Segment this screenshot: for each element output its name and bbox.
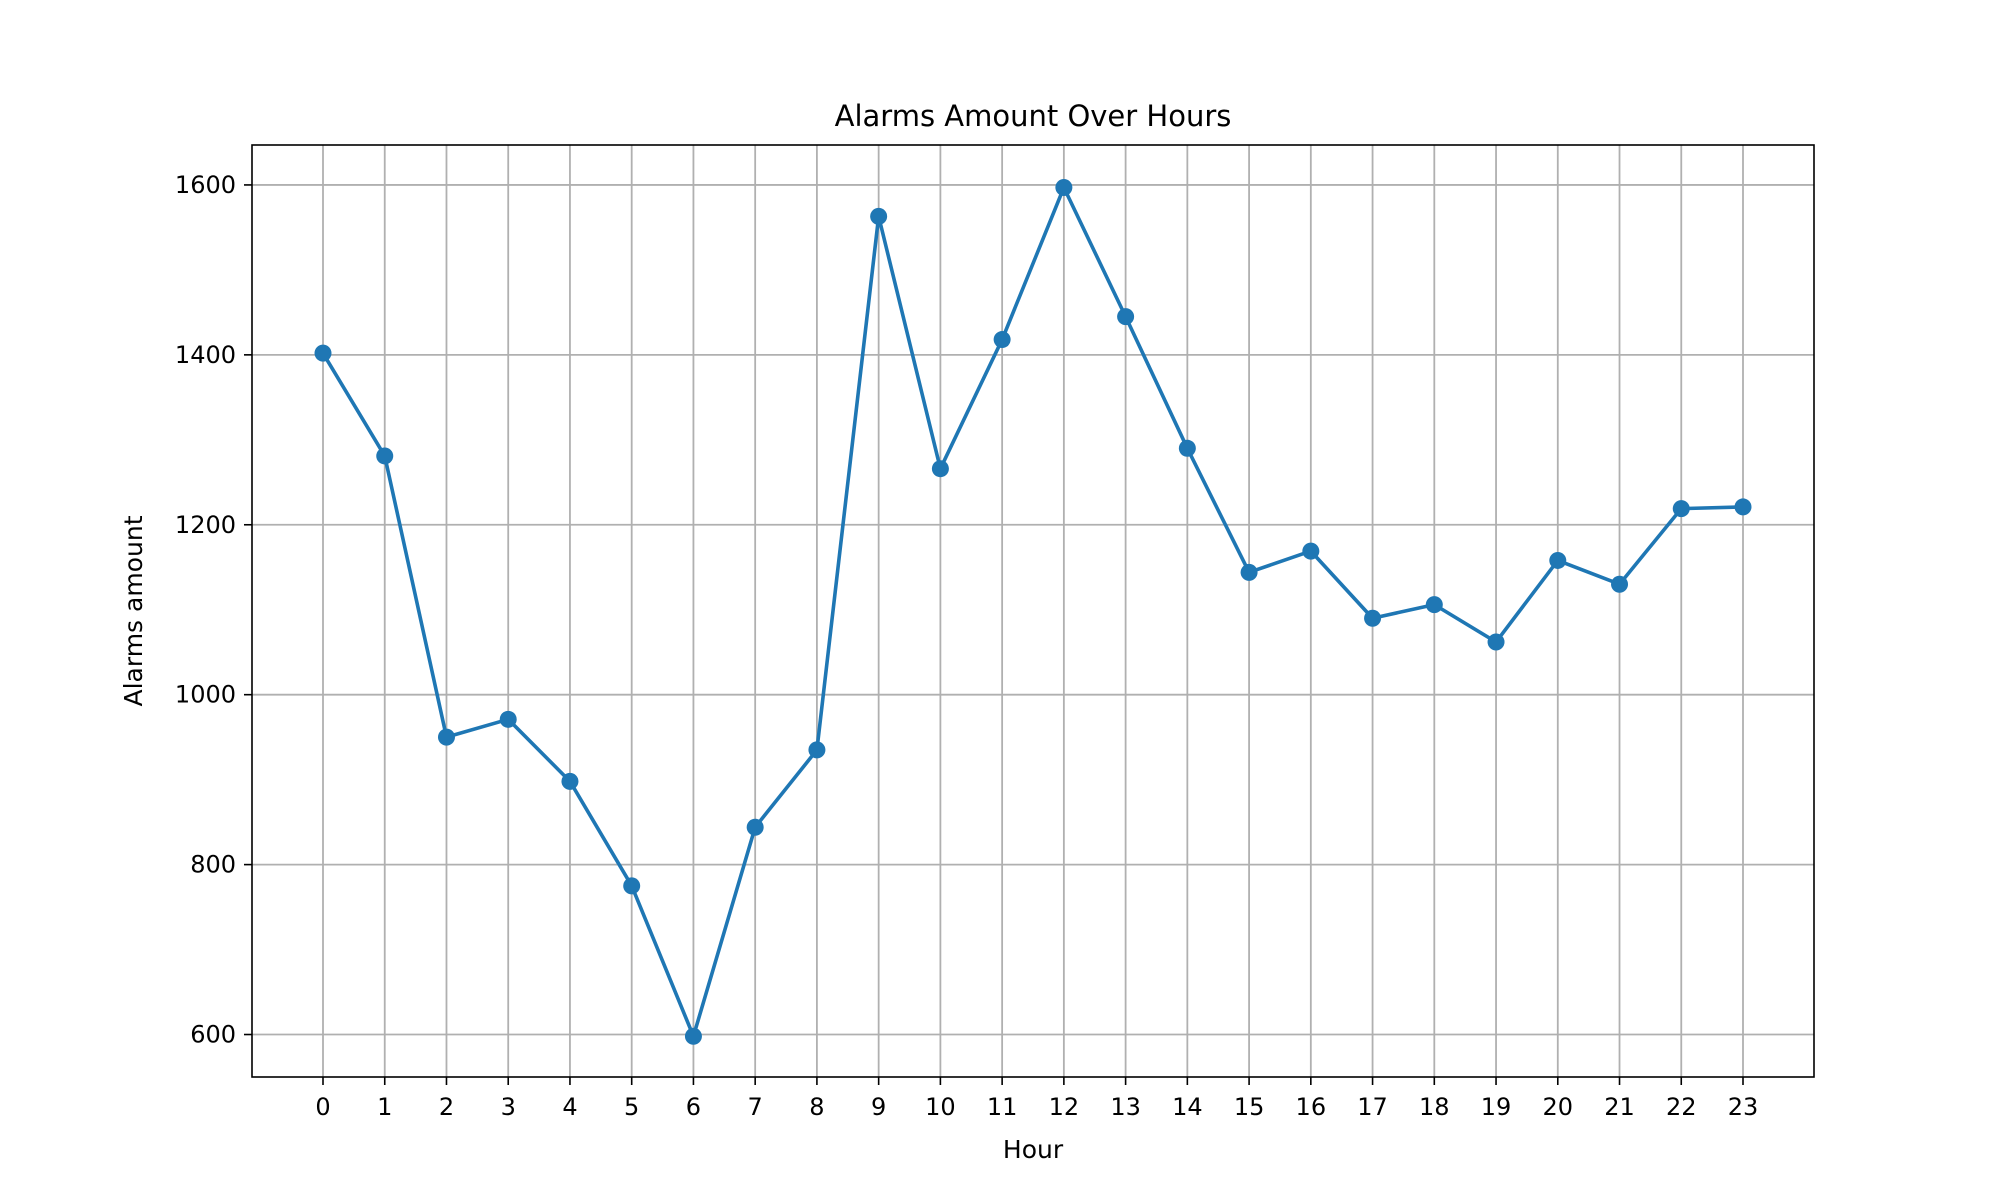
x-tick-label: 1 bbox=[377, 1093, 392, 1121]
data-point-hour-13 bbox=[1117, 308, 1135, 326]
data-series bbox=[314, 178, 1752, 1045]
data-point-hour-3 bbox=[499, 710, 517, 728]
x-tick-label: 9 bbox=[871, 1093, 886, 1121]
x-tick-label: 10 bbox=[925, 1093, 956, 1121]
x-tick-label: 18 bbox=[1419, 1093, 1450, 1121]
data-point-hour-20 bbox=[1549, 551, 1567, 569]
x-tick-label: 19 bbox=[1481, 1093, 1512, 1121]
x-tick-label: 3 bbox=[501, 1093, 516, 1121]
data-point-hour-17 bbox=[1364, 609, 1382, 627]
data-point-hour-21 bbox=[1611, 575, 1629, 593]
data-point-hour-1 bbox=[376, 447, 394, 465]
x-axis-label: Hour bbox=[1003, 1135, 1064, 1164]
data-point-hour-11 bbox=[993, 331, 1011, 349]
x-tick-label: 15 bbox=[1234, 1093, 1265, 1121]
y-tick-label: 800 bbox=[190, 851, 236, 879]
data-point-hour-4 bbox=[561, 772, 579, 790]
x-tick-label: 8 bbox=[809, 1093, 824, 1121]
x-tick-label: 12 bbox=[1049, 1093, 1080, 1121]
data-point-hour-16 bbox=[1302, 542, 1320, 560]
series-line bbox=[321, 185, 1745, 1039]
data-point-hour-5 bbox=[623, 877, 641, 895]
data-point-hour-12 bbox=[1055, 178, 1073, 196]
y-tick-label: 1400 bbox=[175, 341, 236, 369]
x-tick-label: 0 bbox=[315, 1093, 330, 1121]
plot-area-frame bbox=[251, 144, 1815, 1078]
x-tick-label: 23 bbox=[1728, 1093, 1759, 1121]
data-point-hour-7 bbox=[746, 818, 764, 836]
x-tick-label: 14 bbox=[1172, 1093, 1203, 1121]
y-tick-label: 1600 bbox=[175, 171, 236, 199]
x-tick-label: 22 bbox=[1666, 1093, 1697, 1121]
data-point-hour-2 bbox=[437, 728, 455, 746]
data-point-hour-8 bbox=[808, 741, 826, 759]
x-tick-label: 20 bbox=[1543, 1093, 1574, 1121]
x-tick-label: 7 bbox=[748, 1093, 763, 1121]
data-point-hour-19 bbox=[1487, 633, 1505, 651]
x-tick-label: 11 bbox=[987, 1093, 1018, 1121]
x-tick-label: 6 bbox=[686, 1093, 701, 1121]
data-point-hour-10 bbox=[931, 460, 949, 478]
data-point-hour-0 bbox=[314, 344, 332, 362]
x-tick-label: 5 bbox=[624, 1093, 639, 1121]
x-tick-label: 4 bbox=[562, 1093, 577, 1121]
data-point-hour-23 bbox=[1734, 498, 1752, 516]
x-tick-label: 16 bbox=[1296, 1093, 1327, 1121]
chart-title: Alarms Amount Over Hours bbox=[835, 99, 1232, 133]
x-tick-label: 13 bbox=[1110, 1093, 1141, 1121]
y-tick-label: 1200 bbox=[175, 511, 236, 539]
y-tick-label: 600 bbox=[190, 1021, 236, 1049]
x-tick-label: 21 bbox=[1604, 1093, 1635, 1121]
y-axis-label: Alarms amount bbox=[119, 515, 148, 706]
data-point-hour-15 bbox=[1240, 563, 1258, 581]
data-point-hour-18 bbox=[1425, 596, 1443, 614]
x-tick-label: 2 bbox=[439, 1093, 454, 1121]
data-point-hour-9 bbox=[870, 207, 888, 225]
data-point-hour-6 bbox=[684, 1027, 702, 1045]
data-point-hour-22 bbox=[1672, 500, 1690, 518]
data-point-hour-14 bbox=[1178, 439, 1196, 457]
x-tick-label: 17 bbox=[1357, 1093, 1388, 1121]
y-tick-label: 1000 bbox=[175, 681, 236, 709]
axis-ticks: 0 1 2 3 4 5 6 7 8 9 10 11 12 13 14 15 16 17 18 19 20 21 22 2360… bbox=[175, 171, 1758, 1121]
